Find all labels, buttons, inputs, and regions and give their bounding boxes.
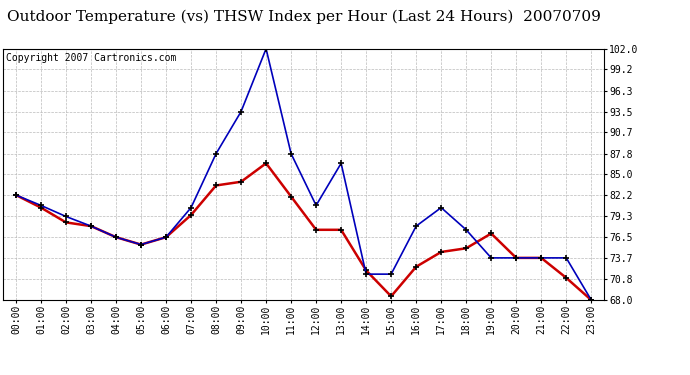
- Text: Copyright 2007 Cartronics.com: Copyright 2007 Cartronics.com: [6, 53, 177, 63]
- Text: Outdoor Temperature (vs) THSW Index per Hour (Last 24 Hours)  20070709: Outdoor Temperature (vs) THSW Index per …: [7, 9, 600, 24]
